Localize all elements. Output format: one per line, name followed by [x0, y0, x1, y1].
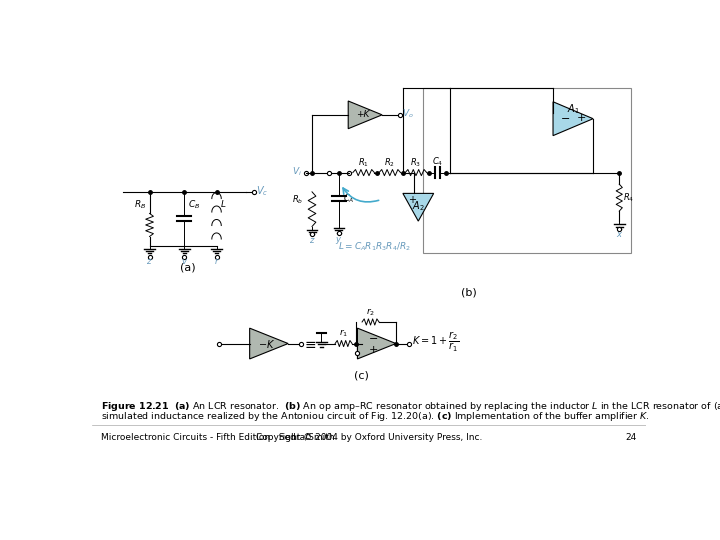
Text: $L = C_A R_1 R_3 R_4/R_2$: $L = C_A R_1 R_3 R_4/R_2$: [338, 241, 411, 253]
Text: $V_c$: $V_c$: [256, 184, 268, 198]
Text: +K: +K: [356, 110, 369, 119]
Text: $+$: $+$: [408, 194, 417, 205]
Text: $-K$: $-K$: [258, 338, 275, 349]
Polygon shape: [348, 101, 382, 129]
Polygon shape: [250, 328, 288, 359]
Text: $A_1$: $A_1$: [567, 103, 580, 116]
Text: $R_4$: $R_4$: [623, 192, 634, 204]
Text: $V_i$: $V_i$: [292, 166, 302, 178]
Text: $+$: $+$: [576, 112, 586, 123]
Text: $z$: $z$: [309, 237, 315, 246]
Text: $A_2$: $A_2$: [412, 199, 425, 213]
Text: $C_B$: $C_B$: [188, 198, 200, 211]
Polygon shape: [403, 193, 433, 221]
Text: $x$: $x$: [616, 230, 623, 239]
Polygon shape: [357, 328, 396, 359]
Text: $z$: $z$: [146, 257, 153, 266]
Text: $R_b$: $R_b$: [292, 193, 303, 206]
Text: $r_1$: $r_1$: [339, 328, 348, 339]
Text: $\mathbf{Figure\ 12.21}$  $\mathbf{(a)}$ An LCR resonator.  $\mathbf{(b)}$ An op: $\mathbf{Figure\ 12.21}$ $\mathbf{(a)}$ …: [101, 400, 720, 413]
Text: $-$: $-$: [368, 333, 378, 342]
Text: $R_1$: $R_1$: [358, 157, 369, 169]
Text: (b): (b): [462, 288, 477, 298]
Text: $R_2$: $R_2$: [384, 157, 395, 169]
Text: $-$: $-$: [560, 112, 570, 122]
Text: $C_A$: $C_A$: [343, 193, 354, 205]
Text: $C_4$: $C_4$: [432, 156, 444, 168]
Text: $R_3$: $R_3$: [410, 157, 421, 169]
Text: $r$: $r$: [214, 256, 220, 266]
Polygon shape: [553, 102, 593, 136]
Text: $R_B$: $R_B$: [134, 198, 146, 211]
Text: Copyright © 2004 by Oxford University Press, Inc.: Copyright © 2004 by Oxford University Pr…: [256, 433, 482, 442]
Text: $K = 1 + \dfrac{r_2}{r_1}$: $K = 1 + \dfrac{r_2}{r_1}$: [412, 330, 459, 354]
Text: $\equiv$: $\equiv$: [302, 336, 316, 350]
Text: (a): (a): [180, 262, 196, 272]
Text: Microelectronic Circuits - Fifth Edition   Sedra/Smith: Microelectronic Circuits - Fifth Edition…: [101, 433, 335, 442]
Text: $v$: $v$: [181, 257, 188, 266]
Text: $L$: $L$: [220, 198, 227, 209]
Text: (c): (c): [354, 370, 369, 380]
Text: $V_o$: $V_o$: [402, 108, 414, 120]
Text: $+$: $+$: [368, 344, 378, 355]
Text: $r_2$: $r_2$: [366, 306, 375, 318]
Text: $y$: $y$: [336, 235, 343, 246]
Text: 24: 24: [626, 433, 637, 442]
Text: simulated inductance realized by the Antoniou circuit of Fig. 12.20(a). $\mathbf: simulated inductance realized by the Ant…: [101, 410, 650, 423]
